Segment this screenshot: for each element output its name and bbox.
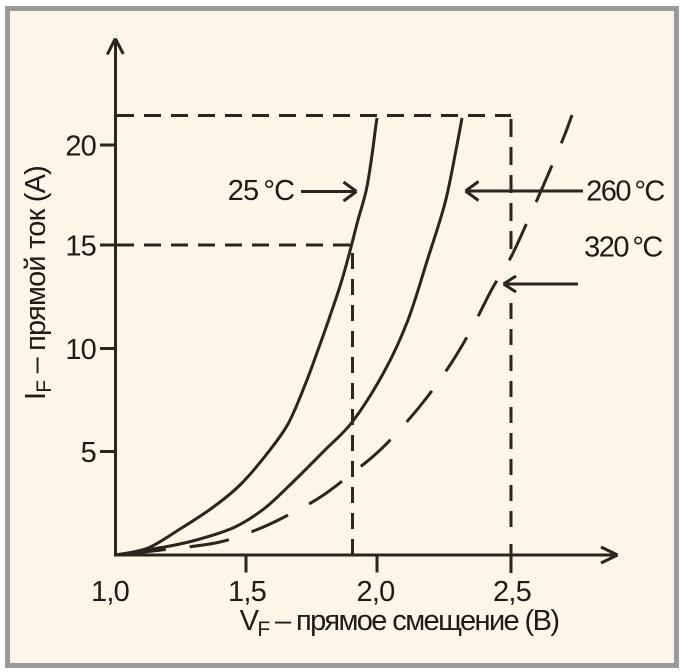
svg-text:1,0: 1,0 [91,576,129,608]
svg-text:1,5: 1,5 [228,576,266,608]
svg-text:320 °C: 320 °C [584,232,662,264]
svg-text:260 °C: 260 °C [586,176,664,208]
svg-text:IF – прямой ток (А): IF – прямой ток (А) [20,166,56,400]
svg-text:15: 15 [65,231,96,263]
svg-text:25 °C: 25 °C [228,175,295,207]
svg-text:5: 5 [81,437,96,469]
svg-text:2,5: 2,5 [493,576,531,608]
svg-text:2,0: 2,0 [357,576,395,608]
svg-text:10: 10 [65,334,96,366]
svg-text:20: 20 [65,131,96,163]
svg-text:VF – прямое смещение (В): VF – прямое смещение (В) [240,605,559,641]
